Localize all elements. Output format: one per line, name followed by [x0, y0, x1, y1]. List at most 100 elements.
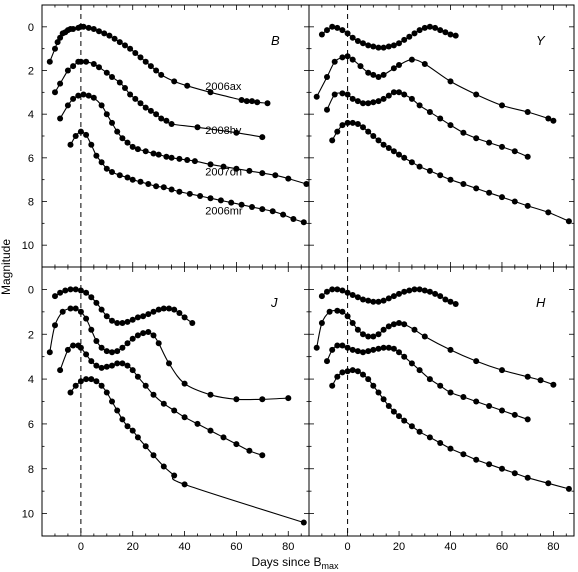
data-point-2008hv [375, 331, 382, 338]
data-point-2007on [354, 98, 361, 105]
band-label: Y [536, 33, 546, 48]
data-point-2006mr [565, 485, 572, 492]
data-point-2008hv [401, 321, 408, 328]
data-point-2008hv [408, 56, 415, 63]
data-point-2006ax [406, 33, 413, 40]
data-point-2006ax [114, 320, 121, 326]
data-point-2007on [360, 100, 366, 107]
data-point-2006ax [80, 23, 87, 30]
data-point-2007on [380, 95, 387, 102]
data-point-2006mr [153, 183, 160, 190]
data-point-2008hv [233, 396, 240, 403]
data-point-2006ax [207, 89, 214, 96]
data-point-2007on [70, 342, 77, 349]
data-point-2006ax [452, 301, 459, 307]
data-point-2007on [437, 115, 444, 122]
data-point-2008hv [233, 129, 240, 136]
data-point-2007on [207, 161, 214, 168]
data-point-2007on [233, 165, 240, 172]
data-point-2007on [396, 349, 402, 356]
data-point-2006mr [380, 396, 387, 403]
data-point-2008hv [137, 100, 144, 107]
data-point-2007on [129, 143, 136, 150]
x-tick-label: 80 [282, 541, 294, 553]
data-point-2008hv [166, 360, 172, 367]
data-point-2007on [473, 135, 480, 142]
data-point-2006mr [176, 188, 183, 195]
data-point-2008hv [163, 117, 170, 124]
data-point-2006mr [290, 216, 297, 222]
x-axis-label: Days since Bmax [251, 555, 339, 571]
data-point-2006mr [339, 369, 346, 376]
data-point-2006mr [370, 133, 377, 139]
data-point-2007on [460, 129, 467, 136]
data-point-2007on [344, 91, 351, 98]
data-point-2008hv [447, 78, 454, 85]
data-point-2006ax [432, 290, 439, 297]
data-point-2006ax [396, 40, 402, 47]
data-point-2007on [220, 163, 227, 170]
supernova-label: 2006mr [205, 206, 243, 218]
data-point-2006mr [354, 121, 361, 127]
data-point-2006ax [334, 286, 341, 293]
data-point-2007on [375, 98, 382, 105]
data-point-2007on [160, 400, 167, 407]
data-point-2006mr [334, 128, 341, 135]
x-axis-label-sub: max [322, 561, 340, 571]
data-point-2007on [339, 342, 346, 349]
fit-curve-2006mr [70, 378, 304, 524]
data-point-2008hv [473, 91, 480, 98]
data-point-2008hv [103, 69, 110, 76]
data-point-2006mr [67, 389, 74, 396]
data-point-2006mr [339, 122, 346, 129]
data-point-2006mr [460, 451, 467, 458]
data-point-2007on [246, 167, 253, 174]
data-point-2007on [354, 348, 361, 355]
fit-curve-2007on [59, 93, 307, 185]
data-point-2006mr [197, 193, 204, 199]
data-point-2006ax [264, 100, 271, 107]
y-axis-label: Magnitude [0, 239, 13, 295]
data-point-2006mr [565, 218, 572, 225]
data-point-2006mr [93, 152, 100, 159]
data-point-2006mr [380, 141, 387, 148]
data-point-2006ax [57, 289, 64, 296]
data-point-2007on [365, 348, 372, 355]
data-point-2008hv [396, 62, 402, 68]
data-point-2006mr [370, 382, 377, 389]
y-tick-label: 4 [28, 374, 34, 386]
x-tick-label: 60 [230, 541, 242, 553]
data-point-2007on [324, 358, 330, 365]
data-point-2006ax [176, 310, 183, 316]
data-point-2007on [171, 407, 178, 414]
data-point-2006ax [72, 286, 79, 293]
data-point-2006mr [385, 145, 392, 151]
data-point-2006ax [189, 320, 196, 326]
data-point-2006mr [116, 172, 123, 179]
data-point-2006mr [150, 452, 157, 459]
data-point-2007on [324, 106, 330, 113]
data-point-2006mr [93, 378, 100, 385]
data-point-2007on [124, 362, 131, 369]
data-point-2007on [303, 181, 310, 187]
x-tick-label: 0 [78, 541, 84, 553]
data-point-2006ax [349, 34, 356, 41]
x-tick-label: 40 [178, 541, 190, 553]
data-point-2008hv [132, 95, 139, 102]
data-point-2006mr [437, 440, 444, 446]
data-point-2008hv [344, 53, 351, 60]
data-point-2007on [129, 367, 136, 374]
data-point-2007on [142, 148, 149, 155]
data-point-2008hv [380, 71, 387, 78]
data-point-2006ax [380, 44, 387, 51]
data-point-2007on [486, 139, 493, 146]
data-point-2008hv [83, 315, 90, 322]
y-tick-label: 8 [28, 464, 34, 476]
data-point-2006ax [354, 38, 361, 44]
data-point-2006ax [106, 32, 113, 39]
data-point-2007on [375, 345, 382, 352]
data-point-2006mr [486, 461, 493, 468]
data-point-2006ax [437, 293, 444, 300]
